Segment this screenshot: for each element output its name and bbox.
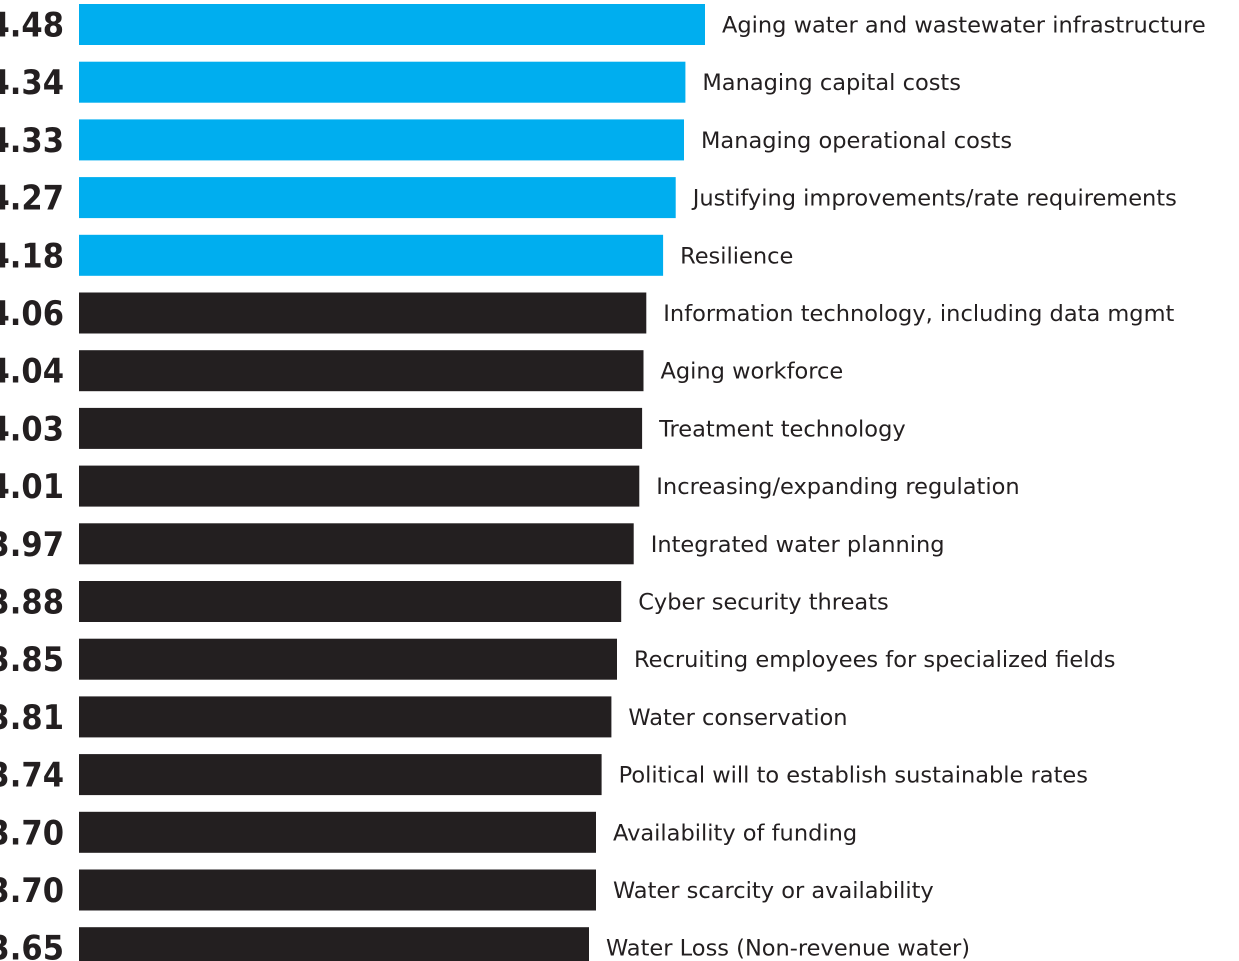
bar: [79, 4, 705, 45]
bar: [79, 581, 622, 622]
category-label: Managing operational costs: [701, 128, 1012, 154]
category-label: Integrated water planning: [651, 532, 945, 558]
bar: [79, 869, 596, 911]
value-label: 3.70: [0, 813, 64, 853]
value-label: 3.81: [0, 698, 64, 738]
category-label: Water conservation: [628, 705, 847, 731]
value-label: 3.85: [0, 640, 64, 680]
bar: [79, 754, 602, 796]
bar: [79, 927, 589, 961]
bar: [79, 638, 617, 680]
bar: [79, 811, 596, 853]
value-label: 4.06: [0, 294, 64, 334]
category-label: Justifying improvements/rate requirement…: [691, 186, 1177, 212]
category-label: Aging workforce: [661, 359, 844, 385]
value-label: 3.65: [0, 929, 64, 961]
value-label: 3.74: [0, 756, 64, 796]
bar: [79, 696, 612, 738]
category-label: Information technology, including data m…: [663, 301, 1174, 327]
bar: [79, 119, 684, 161]
value-label: 4.33: [0, 121, 64, 161]
value-label: 3.88: [0, 583, 64, 623]
category-label: Resilience: [680, 243, 793, 269]
bar: [79, 292, 647, 334]
category-label: Water Loss (Non-revenue water): [606, 936, 970, 961]
bar: [79, 350, 644, 392]
value-label: 3.97: [0, 525, 64, 565]
category-label: Managing capital costs: [702, 70, 961, 96]
value-label: 4.01: [0, 467, 64, 507]
bar: [79, 523, 634, 565]
category-label: Aging water and wastewater infrastructur…: [722, 13, 1206, 39]
bar: [79, 407, 643, 449]
value-label: 4.34: [0, 63, 64, 103]
value-label: 4.18: [0, 236, 64, 276]
bar: [79, 234, 664, 276]
value-label: 4.48: [0, 6, 64, 46]
category-label: Political will to establish sustainable …: [619, 763, 1088, 789]
category-label: Treatment technology: [658, 416, 906, 442]
bar: [79, 177, 676, 219]
value-label: 4.03: [0, 409, 64, 449]
category-label: Increasing/expanding regulation: [656, 474, 1019, 500]
value-label: 4.27: [0, 179, 64, 219]
category-label: Recruiting employees for specialized fie…: [634, 647, 1116, 673]
category-label: Cyber security threats: [638, 590, 889, 616]
category-label: Availability of funding: [613, 820, 857, 846]
bar: [79, 61, 686, 103]
category-label: Water scarcity or availability: [613, 878, 934, 904]
value-label: 4.04: [0, 352, 64, 392]
bar: [79, 465, 640, 507]
value-label: 3.70: [0, 871, 64, 911]
